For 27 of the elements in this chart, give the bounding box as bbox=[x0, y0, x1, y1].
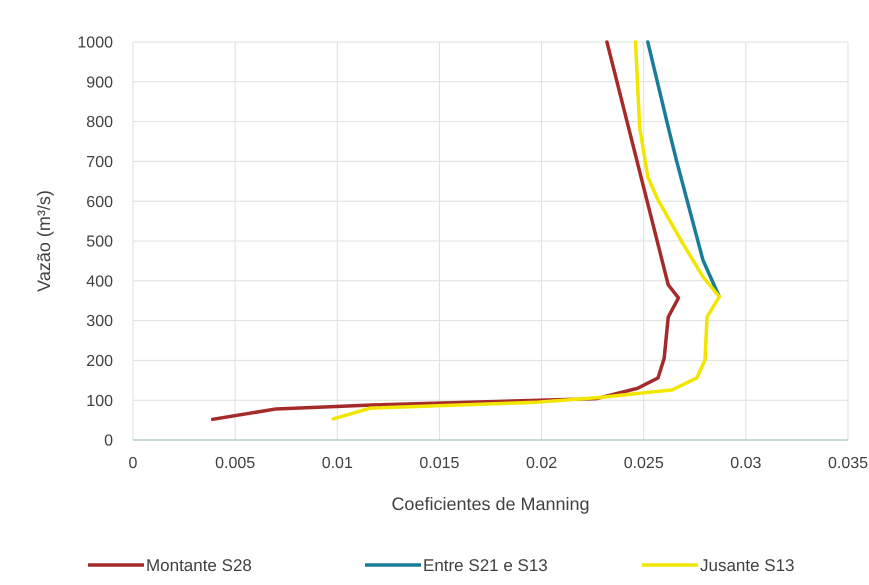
y-axis-title: Vazão (m³/s) bbox=[34, 190, 54, 292]
x-tick-label: 0.015 bbox=[419, 455, 460, 472]
y-tick-label: 100 bbox=[86, 392, 114, 410]
y-tick-label: 600 bbox=[86, 194, 114, 211]
y-tick-label: 200 bbox=[86, 353, 114, 370]
line-series bbox=[646, 40, 722, 298]
x-tick-label: 0 bbox=[128, 455, 138, 472]
y-tick-label: 1000 bbox=[77, 34, 114, 52]
y-tick-label: 0 bbox=[104, 432, 114, 450]
x-axis-title: Coeficientes de Manning bbox=[391, 494, 590, 514]
x-tick-label: 0.01 bbox=[322, 455, 353, 472]
line-series bbox=[331, 40, 722, 421]
legend-label: Jusante S13 bbox=[700, 556, 795, 575]
y-tick-label: 500 bbox=[86, 234, 114, 251]
legend-label: Montante S28 bbox=[146, 556, 252, 575]
x-tick-label: 0.03 bbox=[730, 455, 762, 472]
y-tick-label: 900 bbox=[86, 74, 114, 92]
legend-label: Entre S21 e S13 bbox=[423, 556, 548, 575]
x-tick-label: 0.02 bbox=[526, 455, 558, 472]
y-tick-label: 800 bbox=[86, 114, 114, 132]
y-tick-label: 400 bbox=[86, 273, 114, 290]
line-series bbox=[210, 40, 680, 422]
x-tick-label: 0.035 bbox=[828, 455, 868, 472]
y-tick-label: 300 bbox=[86, 313, 114, 330]
y-tick-label: 700 bbox=[86, 154, 114, 171]
x-tick-label: 0.025 bbox=[624, 455, 664, 472]
x-tick-label: 0.005 bbox=[215, 455, 256, 472]
